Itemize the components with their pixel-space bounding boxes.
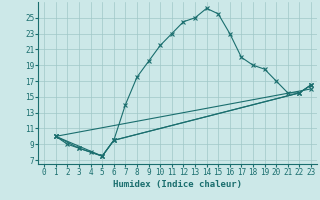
X-axis label: Humidex (Indice chaleur): Humidex (Indice chaleur): [113, 180, 242, 189]
